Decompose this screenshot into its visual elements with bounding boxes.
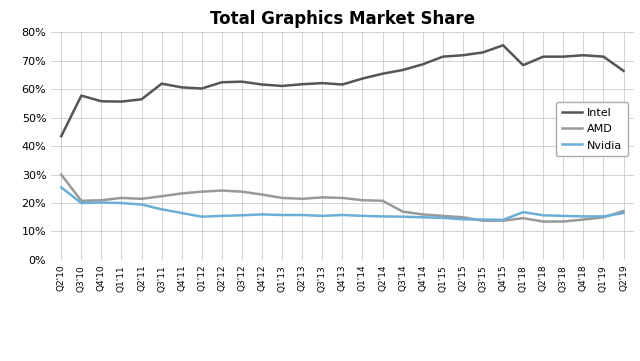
Text: Jon Peddie Research: Jon Peddie Research: [550, 341, 599, 346]
Title: Total Graphics Market Share: Total Graphics Market Share: [210, 10, 475, 28]
Legend: Intel, AMD, Nvidia: Intel, AMD, Nvidia: [556, 102, 628, 156]
Text: JPR: JPR: [563, 325, 586, 338]
